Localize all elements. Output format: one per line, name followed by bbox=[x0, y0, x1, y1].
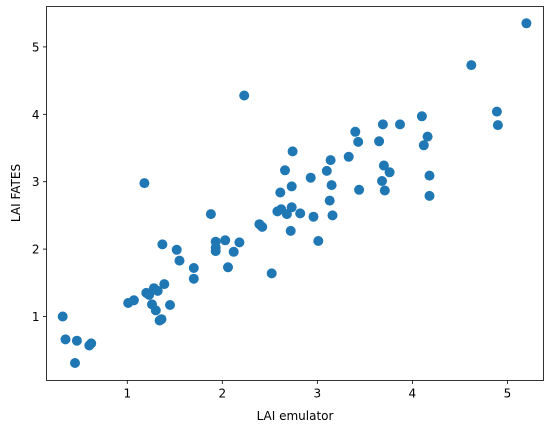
data-point bbox=[295, 208, 306, 219]
y-tick-label: 2 bbox=[32, 243, 40, 257]
data-point bbox=[150, 305, 161, 316]
data-point bbox=[321, 165, 332, 176]
data-point bbox=[377, 119, 388, 130]
data-point bbox=[60, 334, 71, 345]
data-point bbox=[416, 111, 427, 122]
points-layer bbox=[57, 18, 532, 368]
data-point bbox=[422, 131, 433, 142]
y-tick-label: 5 bbox=[32, 40, 40, 54]
data-point bbox=[305, 172, 316, 183]
data-point bbox=[379, 185, 390, 196]
x-tick-label: 3 bbox=[314, 387, 322, 401]
data-point bbox=[424, 190, 435, 201]
data-point bbox=[165, 300, 175, 310]
y-axis: 1 2 3 4 5 bbox=[32, 40, 47, 324]
data-point bbox=[287, 146, 298, 157]
data-point bbox=[188, 263, 199, 273]
data-point bbox=[57, 311, 68, 322]
data-point bbox=[313, 236, 324, 246]
data-point bbox=[354, 184, 365, 195]
data-point bbox=[174, 255, 185, 266]
data-point bbox=[492, 120, 503, 131]
data-point bbox=[188, 273, 199, 284]
data-point bbox=[377, 176, 387, 186]
data-point bbox=[223, 262, 233, 273]
data-point bbox=[350, 126, 361, 137]
data-point bbox=[424, 170, 435, 181]
data-point bbox=[257, 221, 268, 232]
data-point bbox=[139, 178, 150, 189]
x-axis: 1 2 3 4 5 bbox=[123, 380, 512, 401]
data-point bbox=[374, 136, 385, 147]
data-point bbox=[157, 239, 168, 250]
data-point bbox=[128, 295, 139, 306]
data-point bbox=[324, 195, 335, 206]
data-point bbox=[234, 237, 245, 248]
data-point bbox=[491, 106, 502, 117]
data-point bbox=[152, 285, 163, 296]
y-tick-label: 3 bbox=[32, 175, 40, 189]
data-point bbox=[384, 167, 395, 178]
data-point bbox=[210, 242, 221, 253]
data-point bbox=[159, 279, 170, 290]
data-point bbox=[325, 155, 336, 166]
data-point bbox=[308, 211, 319, 222]
data-point bbox=[266, 268, 277, 279]
data-point bbox=[86, 338, 97, 349]
x-tick-label: 5 bbox=[504, 387, 512, 401]
data-point bbox=[171, 244, 182, 255]
data-point bbox=[228, 246, 239, 257]
x-tick-label: 2 bbox=[218, 387, 226, 401]
data-point bbox=[280, 165, 290, 176]
data-point bbox=[466, 60, 477, 71]
x-tick-label: 4 bbox=[409, 387, 417, 401]
data-point bbox=[343, 151, 354, 162]
data-point bbox=[353, 136, 364, 147]
y-tick-label: 1 bbox=[32, 310, 40, 324]
data-point bbox=[521, 18, 532, 29]
y-tick-label: 4 bbox=[32, 108, 40, 122]
x-axis-label: LAI emulator bbox=[257, 409, 334, 423]
data-point bbox=[275, 187, 286, 198]
data-point bbox=[285, 225, 296, 236]
data-point bbox=[286, 202, 297, 213]
data-point bbox=[70, 358, 80, 368]
data-point bbox=[156, 314, 167, 325]
data-point bbox=[71, 335, 82, 346]
plot-frame bbox=[46, 6, 544, 381]
x-tick-label: 1 bbox=[123, 387, 131, 401]
data-point bbox=[286, 181, 297, 192]
data-point bbox=[205, 209, 216, 220]
data-point bbox=[378, 160, 389, 171]
y-axis-label: LAI FATES bbox=[9, 164, 23, 222]
data-point bbox=[326, 180, 337, 191]
data-point bbox=[418, 140, 429, 151]
data-point bbox=[239, 90, 250, 101]
data-point bbox=[220, 235, 231, 246]
data-point bbox=[327, 210, 338, 221]
data-point bbox=[395, 119, 405, 130]
